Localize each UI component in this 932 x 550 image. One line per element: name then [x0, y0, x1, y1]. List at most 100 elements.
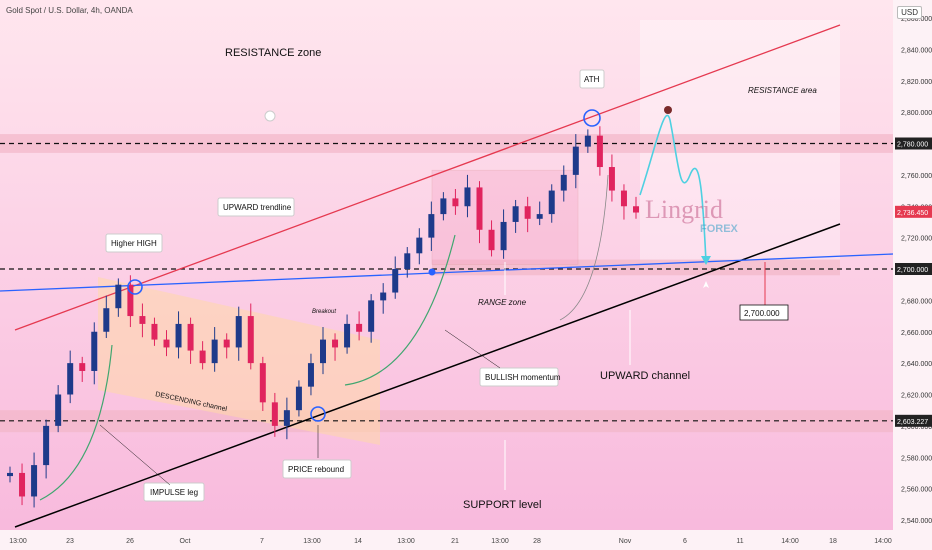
- trendline-box: [217, 197, 295, 217]
- candle: [163, 339, 170, 348]
- candle: [115, 284, 122, 309]
- label-upward-channel: UPWARD channel: [600, 370, 690, 382]
- candle: [536, 214, 543, 219]
- candle: [560, 174, 567, 191]
- pointer-line: [99, 424, 171, 486]
- y-tick-label: 2,800.000: [901, 110, 932, 117]
- rebound-box: [282, 459, 352, 479]
- candle: [199, 350, 206, 364]
- y-tick-label: 2,640.000: [901, 361, 932, 368]
- resistance-trendline: [14, 24, 841, 331]
- x-tick-label: 14: [354, 538, 362, 545]
- x-tick-label: 23: [66, 538, 74, 545]
- y-tick-label: 2,600.000: [901, 424, 932, 431]
- label-ath: ATH: [584, 75, 600, 84]
- candle: [79, 363, 86, 371]
- candle: [295, 386, 302, 411]
- candle: [476, 187, 483, 230]
- candle: [235, 316, 242, 348]
- candle: [548, 190, 555, 215]
- breakout-point: [428, 268, 436, 276]
- candle: [332, 339, 339, 348]
- candle: [572, 146, 579, 175]
- candle: [43, 425, 50, 466]
- ath-marker: [583, 109, 601, 127]
- star-icon: [703, 281, 709, 288]
- label-higher-high: Higher HIGH: [111, 239, 157, 248]
- x-tick-label: 21: [451, 538, 459, 545]
- x-tick-label: 13:00: [303, 538, 321, 545]
- chart-title: Gold Spot / U.S. Dollar, 4h, OANDA: [6, 6, 133, 15]
- guide-curve: [559, 174, 609, 321]
- y-tick-label: 2,580.000: [901, 455, 932, 462]
- candle: [356, 323, 363, 332]
- candle: [67, 363, 74, 395]
- y-tick-label: 2,860.000: [901, 16, 932, 23]
- candle: [452, 198, 459, 207]
- label-price-rebound: PRICE rebound: [288, 465, 344, 474]
- currency-badge[interactable]: USD: [897, 6, 922, 19]
- x-tick-label: 18: [829, 538, 837, 545]
- candle: [31, 465, 38, 497]
- label-upward-trendline: UPWARD trendline: [223, 203, 292, 212]
- candle: [19, 472, 26, 497]
- candle: [344, 323, 351, 348]
- candle: [404, 253, 411, 269]
- candle: [464, 187, 471, 207]
- label-impulse-leg: IMPULSE leg: [150, 488, 198, 497]
- candle: [428, 214, 435, 238]
- label-resistance-zone: RESISTANCE zone: [225, 47, 321, 59]
- candle: [596, 135, 603, 168]
- candle: [368, 300, 375, 332]
- candle: [307, 363, 314, 387]
- candle: [103, 308, 110, 332]
- momentum-arrow: [344, 234, 456, 386]
- y-tick-label: 2,620.000: [901, 393, 932, 400]
- candle: [187, 323, 194, 351]
- x-tick-label: 7: [260, 538, 264, 545]
- level-badge: [895, 414, 932, 427]
- candle: [55, 394, 62, 426]
- last-price-label: 2,736.450: [897, 210, 928, 217]
- x-tick-label: 13:00: [491, 538, 509, 545]
- higher-high-box: [105, 233, 163, 253]
- candle: [608, 167, 615, 191]
- level-badge: [895, 263, 932, 275]
- last-price-badge: [895, 205, 932, 218]
- watermark-sub: FOREX: [700, 223, 739, 235]
- descending-channel-box: [98, 277, 380, 445]
- y-tick-label: 2,540.000: [901, 518, 932, 525]
- x-tick-label: 14:00: [874, 538, 892, 545]
- projection-path: [639, 114, 707, 263]
- candle: [488, 229, 495, 251]
- candle: [91, 331, 98, 371]
- higher-high-marker: [127, 279, 143, 295]
- candle: [259, 363, 266, 403]
- impulse-box: [143, 482, 205, 502]
- candle: [127, 284, 134, 317]
- support-band: [0, 410, 893, 433]
- target-band: [432, 259, 840, 276]
- level-badge-label: 2,700.000: [897, 267, 928, 274]
- label-support-level: SUPPORT level: [463, 499, 541, 511]
- projection-arrow: [701, 256, 711, 265]
- y-tick-label: 2,660.000: [901, 330, 932, 337]
- candle: [584, 135, 591, 147]
- x-tick-label: Oct: [180, 538, 191, 545]
- candle: [524, 206, 531, 219]
- x-tick-label: 14:00: [781, 538, 799, 545]
- candle: [416, 237, 423, 254]
- x-tick-label: 13:00: [397, 538, 415, 545]
- label-target: 2,700.000: [744, 309, 780, 318]
- momentum-box: [479, 367, 559, 387]
- watermark-brand: Lingrid: [645, 195, 723, 224]
- upward-trendline: [0, 253, 894, 292]
- candle: [380, 292, 387, 301]
- candle: [7, 472, 13, 477]
- candle: [223, 339, 230, 348]
- level-badge-label: 2,603.227: [897, 419, 928, 426]
- candle: [500, 221, 507, 251]
- pointer-line: [444, 329, 501, 369]
